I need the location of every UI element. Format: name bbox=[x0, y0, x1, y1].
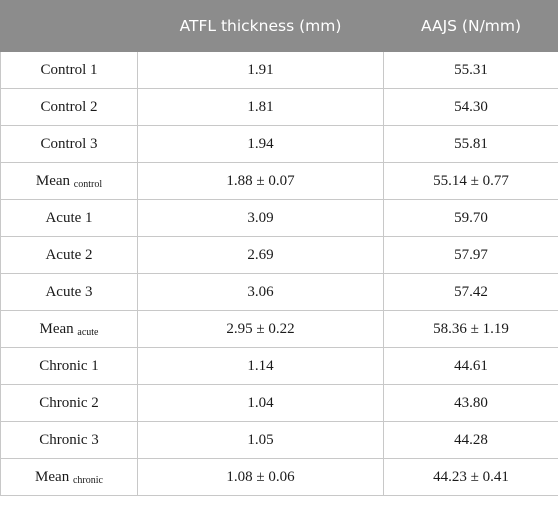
table-row: Acute 1 3.09 59.70 bbox=[0, 199, 558, 237]
table-row: Mean acute 2.95 ± 0.22 58.36 ± 1.19 bbox=[0, 310, 558, 348]
row-label-cell: Acute 3 bbox=[0, 273, 138, 311]
row-label: Mean bbox=[39, 320, 74, 337]
thickness-cell: 3.09 bbox=[137, 199, 384, 237]
aajs-cell: 57.42 bbox=[383, 273, 558, 311]
aajs-cell: 44.61 bbox=[383, 347, 558, 385]
row-label-cell: Mean chronic bbox=[0, 458, 138, 496]
aajs-cell: 58.36 ± 1.19 bbox=[383, 310, 558, 348]
thickness-cell: 1.88 ± 0.07 bbox=[137, 162, 384, 200]
row-label: Chronic 2 bbox=[39, 394, 99, 411]
row-label-cell: Chronic 3 bbox=[0, 421, 138, 459]
table-row: Acute 3 3.06 57.42 bbox=[0, 273, 558, 311]
thickness-cell: 2.69 bbox=[137, 236, 384, 274]
table-row: Chronic 3 1.05 44.28 bbox=[0, 421, 558, 459]
thickness-cell: 1.91 bbox=[137, 51, 384, 89]
row-label: Control 3 bbox=[40, 135, 98, 152]
row-label-cell: Chronic 1 bbox=[0, 347, 138, 385]
aajs-cell: 44.28 bbox=[383, 421, 558, 459]
aajs-cell: 55.31 bbox=[383, 51, 558, 89]
row-label-subscript: chronic bbox=[72, 474, 103, 486]
row-label: Mean bbox=[35, 468, 70, 485]
row-label-subscript: acute bbox=[77, 326, 99, 338]
header-cell-aajs: AAJS (N/mm) bbox=[383, 0, 558, 52]
row-label: Chronic 3 bbox=[39, 431, 99, 448]
table-row: Control 1 1.91 55.31 bbox=[0, 51, 558, 89]
row-label-cell: Chronic 2 bbox=[0, 384, 138, 422]
thickness-cell: 1.04 bbox=[137, 384, 384, 422]
header-cell-thickness: ATFL thickness (mm) bbox=[137, 0, 384, 52]
aajs-cell: 44.23 ± 0.41 bbox=[383, 458, 558, 496]
aajs-cell: 55.14 ± 0.77 bbox=[383, 162, 558, 200]
header-cell-label bbox=[0, 0, 138, 52]
row-label-cell: Acute 1 bbox=[0, 199, 138, 237]
aajs-cell: 59.70 bbox=[383, 199, 558, 237]
table-row: Control 3 1.94 55.81 bbox=[0, 125, 558, 163]
aajs-cell: 54.30 bbox=[383, 88, 558, 126]
row-label: Acute 1 bbox=[45, 209, 93, 226]
thickness-cell: 1.05 bbox=[137, 421, 384, 459]
table-row: Control 2 1.81 54.30 bbox=[0, 88, 558, 126]
thickness-cell: 2.95 ± 0.22 bbox=[137, 310, 384, 348]
row-label-cell: Control 2 bbox=[0, 88, 138, 126]
thickness-cell: 1.81 bbox=[137, 88, 384, 126]
row-label-subscript: control bbox=[73, 178, 103, 190]
aajs-cell: 43.80 bbox=[383, 384, 558, 422]
row-label: Acute 2 bbox=[45, 246, 93, 263]
row-label-cell: Mean acute bbox=[0, 310, 138, 348]
row-label: Chronic 1 bbox=[39, 357, 99, 374]
row-label: Control 1 bbox=[40, 61, 98, 78]
table-row: Acute 2 2.69 57.97 bbox=[0, 236, 558, 274]
row-label: Control 2 bbox=[40, 98, 98, 115]
table-body: Control 1 1.91 55.31 Control 2 1.81 54.30 Cont… bbox=[0, 51, 558, 496]
row-label-cell: Acute 2 bbox=[0, 236, 138, 274]
header-row: ATFL thickness (mm) AAJS (N/mm) bbox=[0, 0, 558, 52]
row-label-cell: Control 1 bbox=[0, 51, 138, 89]
table-row: Chronic 2 1.04 43.80 bbox=[0, 384, 558, 422]
table-row: Mean chronic 1.08 ± 0.06 44.23 ± 0.41 bbox=[0, 458, 558, 496]
thickness-cell: 1.14 bbox=[137, 347, 384, 385]
table-header: ATFL thickness (mm) AAJS (N/mm) bbox=[0, 0, 558, 52]
thickness-cell: 3.06 bbox=[137, 273, 384, 311]
thickness-cell: 1.94 bbox=[137, 125, 384, 163]
row-label-cell: Control 3 bbox=[0, 125, 138, 163]
row-label: Mean bbox=[35, 172, 71, 189]
row-label: Acute 3 bbox=[45, 283, 93, 300]
thickness-cell: 1.08 ± 0.06 bbox=[137, 458, 384, 496]
data-table: ATFL thickness (mm) AAJS (N/mm) Control … bbox=[0, 0, 558, 496]
row-label-cell: Mean control bbox=[0, 162, 138, 200]
table-row: Mean control 1.88 ± 0.07 55.14 ± 0.77 bbox=[0, 162, 558, 200]
table-row: Chronic 1 1.14 44.61 bbox=[0, 347, 558, 385]
aajs-cell: 57.97 bbox=[383, 236, 558, 274]
aajs-cell: 55.81 bbox=[383, 125, 558, 163]
